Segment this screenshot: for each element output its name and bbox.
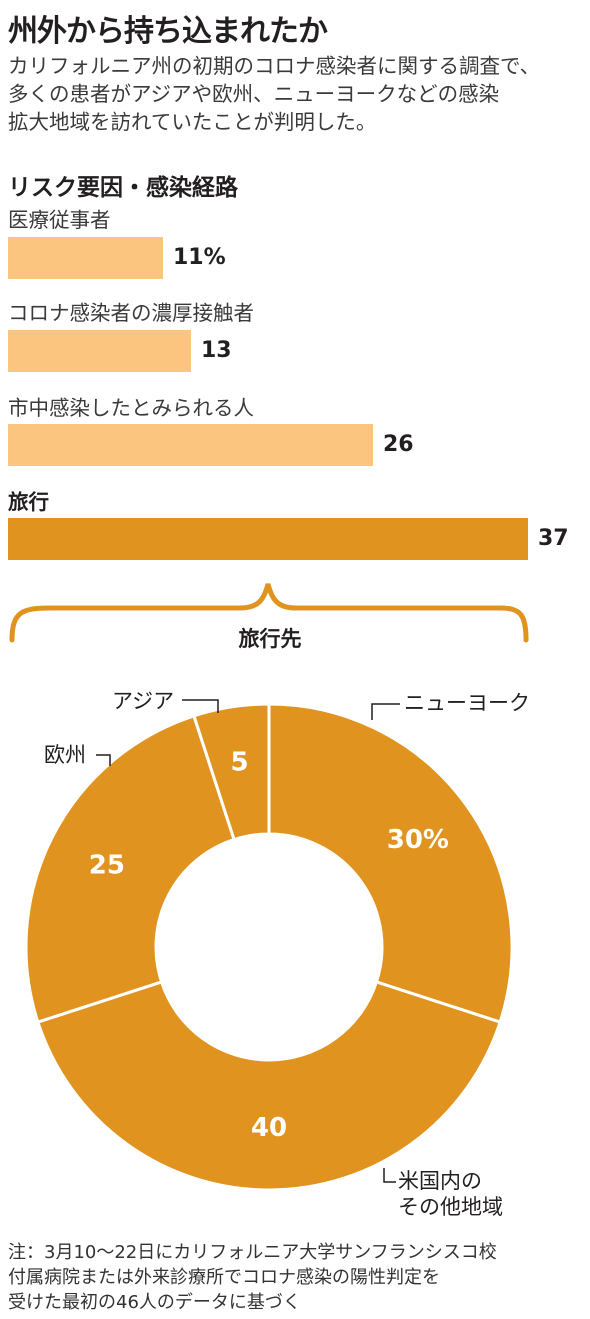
bar-category-label: コロナ感染者の濃厚接触者	[8, 301, 254, 325]
donut-value-label: 30%	[387, 825, 449, 855]
donut-category-label: ニューヨーク	[404, 691, 530, 715]
lead-line: 多くの患者がアジアや欧州、ニューヨークなどの感染	[8, 82, 500, 106]
donut-category-label: 米国内の	[398, 1169, 482, 1193]
page-title: 州外から持ち込まれたか	[8, 14, 328, 49]
footnote-line: 受けた最初の46人のデータに基づく	[8, 1292, 301, 1313]
bar-value-label: 37	[538, 526, 569, 551]
donut-category-label: その他地域	[398, 1195, 503, 1219]
donut-slice	[24, 714, 236, 1024]
callout-line	[383, 1168, 396, 1183]
footnote: 注：3月10～22日にカリフォルニア大学サンフランシスコ校 付属病院または外来診…	[8, 1240, 588, 1315]
callout-line	[182, 699, 219, 713]
bar-value-label: 13	[201, 338, 232, 363]
lead-line: 拡大地域を訪れていたことが判明した。	[8, 110, 377, 134]
donut-chart-title: 旅行先	[239, 627, 302, 651]
bar	[8, 518, 528, 560]
bar-category-label: 旅行	[8, 490, 49, 514]
bracket-shape	[9, 583, 529, 643]
donut-category-label: 欧州	[44, 743, 86, 767]
donut-slice	[267, 702, 514, 1024]
donut-category-label: アジア	[112, 689, 174, 713]
bar-chart-title: リスク要因・感染経路	[8, 175, 238, 201]
bar-value-label: 26	[383, 432, 414, 457]
bar-value-label: 11%	[173, 245, 226, 270]
bar-category-label: 市中感染したとみられる人	[8, 396, 254, 420]
footnote-line: 注：3月10～22日にカリフォルニア大学サンフランシスコ校	[8, 1242, 497, 1263]
bar	[8, 330, 191, 372]
callout-line	[371, 703, 400, 720]
lead-text: カリフォルニア州の初期のコロナ感染者に関する調査で、 多くの患者がアジアや欧州、…	[8, 52, 588, 136]
lead-line: カリフォルニア州の初期のコロナ感染者に関する調査で、	[8, 54, 541, 78]
donut-slice	[192, 702, 271, 842]
donut-value-label: 5	[231, 747, 249, 777]
bar	[8, 237, 163, 279]
bar	[8, 424, 373, 466]
footnote-line: 付属病院または外来診療所でコロナ感染の陽性判定を	[8, 1267, 440, 1288]
donut-slice	[36, 980, 502, 1192]
callout-line	[96, 754, 111, 766]
donut-value-label: 25	[89, 850, 125, 880]
bar-category-label: 医療従事者	[8, 208, 111, 232]
donut-value-label: 40	[251, 1113, 287, 1143]
